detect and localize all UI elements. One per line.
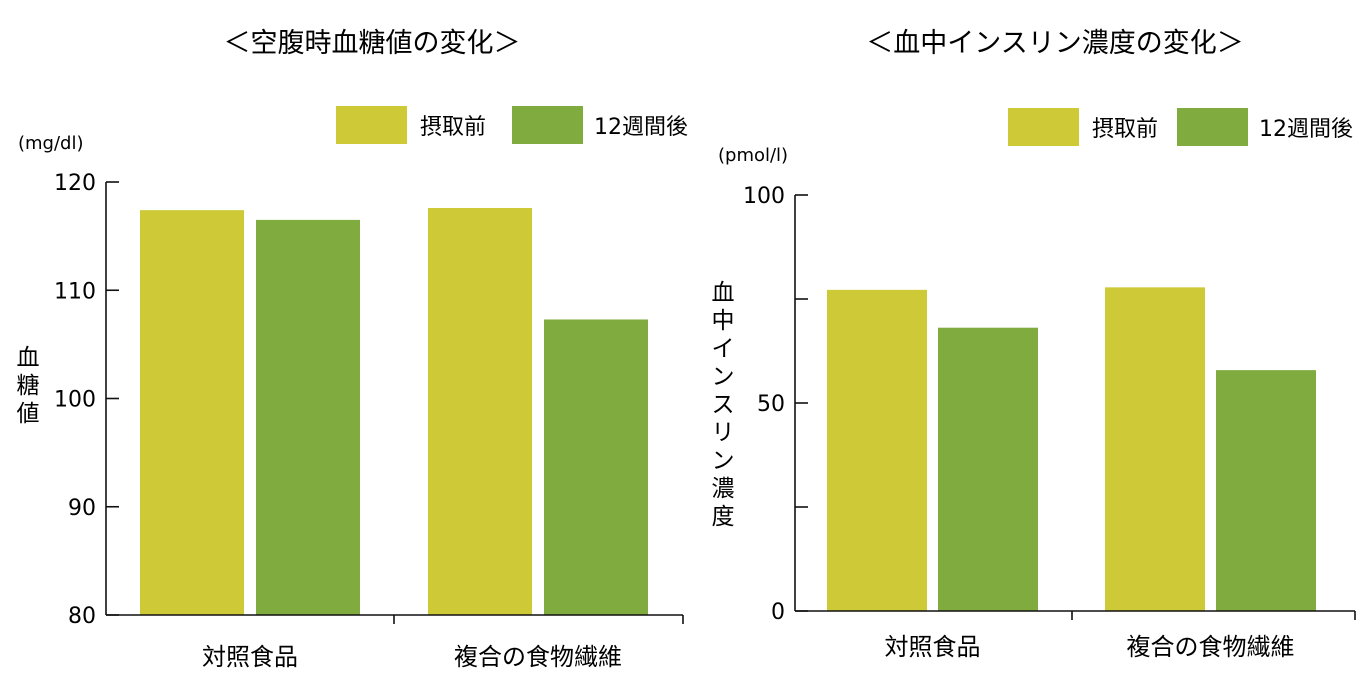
y-tick-label: 110 [54, 279, 96, 304]
y-axis-unit: (mg/dl) [18, 133, 84, 154]
bar-before [1105, 287, 1205, 611]
y-axis-label-char: 中 [712, 308, 735, 334]
bar-after [1216, 370, 1316, 611]
bar-before [428, 207, 532, 616]
x-category-label: 対照食品 [202, 643, 298, 671]
y-axis-label-char: 血 [712, 280, 735, 306]
bar-after [256, 219, 360, 615]
bar-after [938, 327, 1038, 611]
y-axis-label-char: イ [712, 336, 735, 362]
legend-swatch-after [1177, 108, 1248, 146]
y-axis-label-char: ス [712, 392, 735, 418]
y-axis-label-char: 濃 [712, 476, 735, 502]
x-category-label: 対照食品 [885, 633, 981, 661]
legend-label: 摂取前 [420, 115, 486, 140]
legend-swatch-before [1008, 108, 1079, 146]
y-axis-label-char: ン [712, 364, 735, 390]
y-axis-label-char: 度 [712, 504, 735, 530]
y-axis-label-char: ン [712, 448, 735, 474]
y-axis-label-char: 値 [17, 401, 40, 427]
y-tick-label: 120 [54, 171, 96, 196]
x-category-label: 複合の食物繊維 [454, 643, 622, 671]
y-tick-label: 0 [771, 600, 785, 625]
legend-label: 12週間後 [594, 115, 688, 140]
y-tick-label: 50 [757, 392, 785, 417]
bar-before [140, 210, 244, 615]
bar-after [544, 319, 648, 615]
y-axis-label-char: 血 [17, 345, 40, 371]
y-axis-label-char: リ [712, 420, 735, 446]
y-tick-label: 100 [743, 184, 785, 209]
x-category-label: 複合の食物繊維 [1127, 633, 1295, 661]
y-tick-label: 80 [68, 604, 96, 629]
y-axis-label-char: 糖 [17, 373, 40, 399]
bar-before [827, 289, 927, 611]
legend-swatch-before [336, 106, 407, 144]
legend-label: 摂取前 [1092, 117, 1158, 142]
chart-title: ＜空腹時血糖値の変化＞ [224, 28, 521, 59]
y-tick-label: 100 [54, 388, 96, 413]
chart-title: ＜血中インスリン濃度の変化＞ [866, 28, 1243, 59]
y-tick-label: 90 [68, 496, 96, 521]
y-axis-unit: (pmol/l) [718, 145, 788, 166]
legend-label: 12週間後 [1259, 117, 1353, 142]
legend-swatch-after [512, 106, 583, 144]
